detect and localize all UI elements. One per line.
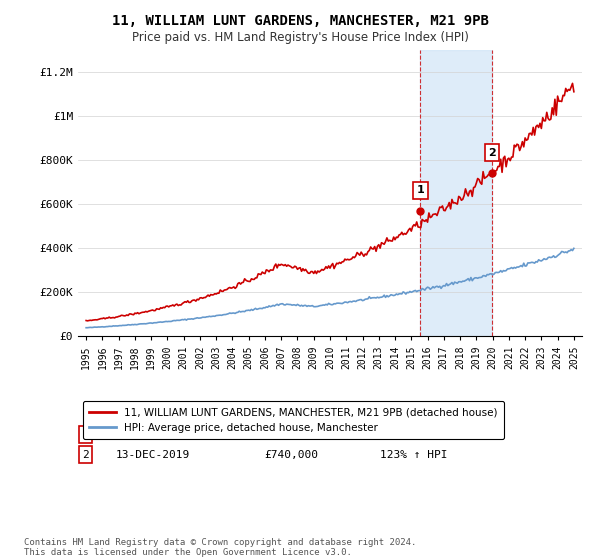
Text: 2: 2 bbox=[488, 147, 496, 157]
Text: 136% ↑ HPI: 136% ↑ HPI bbox=[380, 430, 448, 440]
Text: Price paid vs. HM Land Registry's House Price Index (HPI): Price paid vs. HM Land Registry's House … bbox=[131, 31, 469, 44]
Text: 11, WILLIAM LUNT GARDENS, MANCHESTER, M21 9PB: 11, WILLIAM LUNT GARDENS, MANCHESTER, M2… bbox=[112, 14, 488, 28]
Text: £740,000: £740,000 bbox=[265, 450, 319, 460]
Text: 2: 2 bbox=[82, 450, 89, 460]
Text: 13-DEC-2019: 13-DEC-2019 bbox=[116, 450, 190, 460]
Text: 24-JUL-2015: 24-JUL-2015 bbox=[116, 430, 190, 440]
Bar bbox=[421, 50, 492, 336]
Text: Contains HM Land Registry data © Crown copyright and database right 2024.
This d: Contains HM Land Registry data © Crown c… bbox=[24, 538, 416, 557]
Text: 1: 1 bbox=[416, 185, 424, 195]
Text: 123% ↑ HPI: 123% ↑ HPI bbox=[380, 450, 448, 460]
Legend: 11, WILLIAM LUNT GARDENS, MANCHESTER, M21 9PB (detached house), HPI: Average pri: 11, WILLIAM LUNT GARDENS, MANCHESTER, M2… bbox=[83, 401, 503, 439]
Text: 1: 1 bbox=[82, 430, 89, 440]
Text: £567,500: £567,500 bbox=[265, 430, 319, 440]
